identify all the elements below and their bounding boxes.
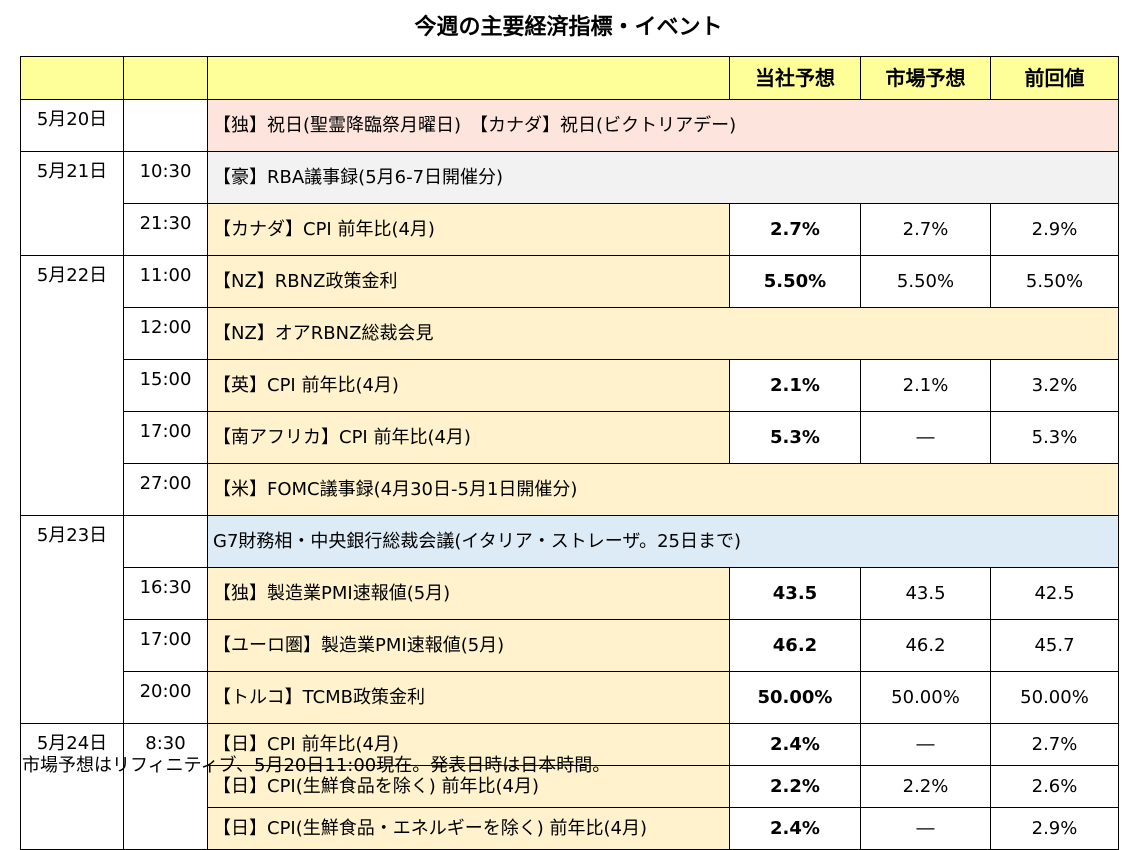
event-cell: 【英】CPI 前年比(4月) bbox=[207, 359, 730, 412]
time-cell bbox=[123, 515, 208, 568]
previous-cell: 42.5 bbox=[990, 567, 1119, 620]
header-previous: 前回値 bbox=[990, 56, 1119, 100]
forecast-cell: 2.1% bbox=[729, 359, 861, 412]
time-cell: 10:30 bbox=[123, 151, 208, 204]
market-cell: ― bbox=[860, 411, 991, 464]
event-cell: 【ユーロ圏】製造業PMI速報値(5月) bbox=[207, 619, 730, 672]
previous-cell: 2.9% bbox=[990, 203, 1119, 256]
event-cell: 【NZ】オアRBNZ総裁会見 bbox=[207, 307, 1119, 360]
previous-cell: 2.9% bbox=[990, 807, 1119, 850]
previous-cell: 45.7 bbox=[990, 619, 1119, 672]
market-cell: ― bbox=[860, 723, 991, 766]
event-cell: 【NZ】RBNZ政策金利 bbox=[207, 255, 730, 308]
previous-cell: 5.50% bbox=[990, 255, 1119, 308]
table-row: 5月23日 G7財務相・中央銀行総裁会議(イタリア・ストレーザ。25日まで) bbox=[20, 515, 1119, 724]
event-cell: 【豪】RBA議事録(5月6-7日開催分) bbox=[207, 151, 1119, 204]
table-row: 15:00 【英】CPI 前年比(4月) 2.1% 2.1% 3.2% bbox=[21, 359, 1119, 412]
economic-calendar-table: 当社予想 市場予想 前回値 5月20日 【独】祝日(聖霊降臨祭月曜日) 【カナダ… bbox=[20, 56, 1119, 850]
footnote: 市場予想はリフィニティブ、5月20日11:00現在。発表日時は日本時間。 bbox=[22, 755, 611, 776]
header-event bbox=[207, 56, 730, 100]
forecast-cell: 50.00% bbox=[729, 671, 861, 724]
forecast-cell: 46.2 bbox=[729, 619, 861, 672]
forecast-cell: 2.7% bbox=[729, 203, 861, 256]
forecast-cell: 5.3% bbox=[729, 411, 861, 464]
event-cell: 【日】CPI(生鮮食品・エネルギーを除く) 前年比(4月) bbox=[207, 807, 730, 850]
forecast-cell: 2.2% bbox=[729, 765, 861, 808]
table-row: 17:00 【南アフリカ】CPI 前年比(4月) 5.3% ― 5.3% bbox=[21, 411, 1119, 464]
event-cell: 【独】祝日(聖霊降臨祭月曜日) 【カナダ】祝日(ビクトリアデー) bbox=[207, 99, 1119, 152]
table-row: 5月22日 11:00 【NZ】RBNZ政策金利 5.50% 5.50% 5.5… bbox=[20, 255, 1119, 516]
header-date bbox=[20, 56, 124, 100]
table-row: 20:00 【トルコ】TCMB政策金利 50.00% 50.00% 50.00% bbox=[21, 671, 1119, 724]
table-row: 5月20日 【独】祝日(聖霊降臨祭月曜日) 【カナダ】祝日(ビクトリアデー) bbox=[20, 99, 1119, 152]
market-cell: 46.2 bbox=[860, 619, 991, 672]
event-cell: 【米】FOMC議事録(4月30日-5月1日開催分) bbox=[207, 463, 1119, 516]
event-cell: 【独】製造業PMI速報値(5月) bbox=[207, 567, 730, 620]
time-cell: 12:00 bbox=[123, 307, 208, 360]
table-row: 21:30 【カナダ】CPI 前年比(4月) 2.7% 2.7% 2.9% bbox=[21, 203, 1119, 256]
header-time bbox=[123, 56, 208, 100]
previous-cell: 50.00% bbox=[990, 671, 1119, 724]
date-cell: 5月21日 bbox=[20, 151, 124, 256]
forecast-cell: 2.4% bbox=[729, 723, 861, 766]
event-cell: 【南アフリカ】CPI 前年比(4月) bbox=[207, 411, 730, 464]
date-cell: 5月20日 bbox=[20, 99, 124, 152]
time-cell: 17:00 bbox=[123, 411, 208, 464]
table-row: 12:00 【NZ】オアRBNZ総裁会見 bbox=[21, 307, 1119, 360]
table-header-row: 当社予想 市場予想 前回値 bbox=[20, 56, 1119, 100]
event-cell: 【カナダ】CPI 前年比(4月) bbox=[207, 203, 730, 256]
market-cell: 2.7% bbox=[860, 203, 991, 256]
market-cell: 5.50% bbox=[860, 255, 991, 308]
previous-cell: 5.3% bbox=[990, 411, 1119, 464]
time-cell: 21:30 bbox=[123, 203, 208, 256]
header-market: 市場予想 bbox=[860, 56, 991, 100]
time-cell: 16:30 bbox=[123, 567, 208, 620]
table-row: 27:00 【米】FOMC議事録(4月30日-5月1日開催分) bbox=[21, 463, 1119, 516]
previous-cell: 2.6% bbox=[990, 765, 1119, 808]
event-cell: 【トルコ】TCMB政策金利 bbox=[207, 671, 730, 724]
time-cell: 8:30 bbox=[123, 723, 208, 850]
time-cell: 17:00 bbox=[123, 619, 208, 672]
market-cell: 2.2% bbox=[860, 765, 991, 808]
market-cell: 43.5 bbox=[860, 567, 991, 620]
table-row: 16:30 【独】製造業PMI速報値(5月) 43.5 43.5 42.5 bbox=[21, 567, 1119, 620]
time-cell: 20:00 bbox=[123, 671, 208, 724]
market-cell: 2.1% bbox=[860, 359, 991, 412]
table-row: 5月21日 10:30 【豪】RBA議事録(5月6-7日開催分) bbox=[20, 151, 1119, 256]
date-cell: 5月22日 bbox=[20, 255, 124, 516]
time-cell bbox=[123, 99, 208, 152]
previous-cell: 2.7% bbox=[990, 723, 1119, 766]
market-cell: ― bbox=[860, 807, 991, 850]
date-cell: 5月23日 bbox=[20, 515, 124, 724]
forecast-cell: 5.50% bbox=[729, 255, 861, 308]
forecast-cell: 43.5 bbox=[729, 567, 861, 620]
forecast-cell: 2.4% bbox=[729, 807, 861, 850]
market-cell: 50.00% bbox=[860, 671, 991, 724]
page-title: 今週の主要経済指標・イベント bbox=[414, 15, 723, 40]
time-cell: 11:00 bbox=[123, 255, 208, 308]
previous-cell: 3.2% bbox=[990, 359, 1119, 412]
time-cell: 27:00 bbox=[123, 463, 208, 516]
event-cell: G7財務相・中央銀行総裁会議(イタリア・ストレーザ。25日まで) bbox=[207, 515, 1119, 568]
date-cell: 5月24日 bbox=[20, 723, 124, 850]
header-forecast: 当社予想 bbox=[729, 56, 861, 100]
table-row: 17:00 【ユーロ圏】製造業PMI速報値(5月) 46.2 46.2 45.7 bbox=[21, 619, 1119, 672]
time-cell: 15:00 bbox=[123, 359, 208, 412]
event-cell: 【日】CPI 前年比(4月) bbox=[207, 723, 730, 766]
